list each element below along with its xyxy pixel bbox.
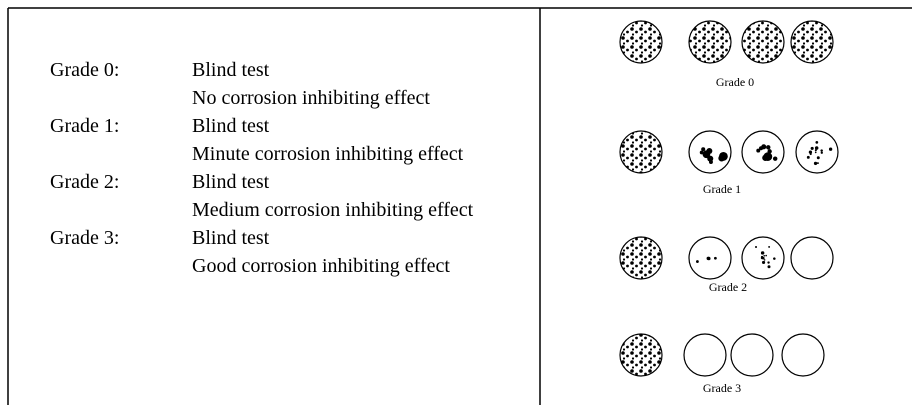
panel-mark bbox=[706, 148, 712, 154]
grade-image-label: Grade 3 bbox=[703, 382, 741, 394]
panel-mark bbox=[620, 131, 662, 173]
panel-mark bbox=[620, 334, 662, 376]
grade-description: Minute corrosion inhibiting effect bbox=[192, 144, 463, 164]
grade-description: Blind test bbox=[192, 116, 269, 136]
panel-mark bbox=[761, 251, 764, 254]
panel-mark bbox=[701, 147, 705, 151]
panel-mark bbox=[791, 237, 833, 279]
panel-mark bbox=[756, 149, 760, 153]
panel-mark bbox=[814, 162, 817, 165]
panel-mark bbox=[707, 257, 710, 260]
panel-mark bbox=[829, 148, 832, 151]
grade-description: Good corrosion inhibiting effect bbox=[192, 256, 450, 276]
panel-mark bbox=[817, 156, 820, 159]
grade-name: Grade 2: bbox=[50, 172, 119, 192]
panel-mark bbox=[755, 246, 757, 248]
panel-mark bbox=[696, 260, 699, 263]
panel-mark bbox=[817, 162, 819, 164]
grade-image-label: Grade 0 bbox=[716, 76, 754, 88]
panel-mark bbox=[684, 334, 726, 376]
panel-mark bbox=[709, 160, 713, 164]
grade-description: Medium corrosion inhibiting effect bbox=[192, 200, 473, 220]
panel-mark bbox=[773, 156, 777, 160]
panel-mark bbox=[742, 21, 784, 63]
panel-mark bbox=[768, 246, 770, 248]
grade-description: No corrosion inhibiting effect bbox=[192, 88, 430, 108]
panel-mark bbox=[767, 149, 771, 153]
panel-mark bbox=[766, 145, 770, 149]
panel-mark bbox=[742, 131, 784, 173]
panel-mark bbox=[719, 152, 728, 161]
panel-mark bbox=[763, 255, 765, 257]
panel-mark bbox=[620, 237, 662, 279]
panel-mark bbox=[815, 141, 818, 144]
grade-name: Grade 3: bbox=[50, 228, 119, 248]
panel-mark bbox=[761, 144, 766, 149]
panel-mark bbox=[791, 21, 833, 63]
grade-description: Blind test bbox=[192, 172, 269, 192]
panel-mark bbox=[762, 261, 765, 264]
panel-mark bbox=[689, 21, 731, 63]
panel-mark bbox=[807, 156, 810, 159]
panel-mark bbox=[764, 259, 766, 261]
grade-description: Blind test bbox=[192, 60, 269, 80]
panel-mark bbox=[810, 153, 812, 155]
panel-mark bbox=[767, 261, 769, 263]
panel-mark bbox=[620, 21, 662, 63]
page: Grade 0: Blind test No corrosion inhibitin… bbox=[0, 0, 915, 405]
panel-mark bbox=[821, 152, 823, 154]
grade-description: Blind test bbox=[192, 228, 269, 248]
panel-mark bbox=[820, 149, 822, 151]
panel-mark bbox=[761, 256, 763, 258]
panel-mark bbox=[811, 147, 814, 150]
panel-mark bbox=[773, 257, 776, 260]
grade-name: Grade 0: bbox=[50, 60, 119, 80]
panel-mark bbox=[714, 257, 717, 260]
grade-image-label: Grade 1 bbox=[703, 183, 741, 195]
panel-mark bbox=[765, 255, 767, 257]
grade-name: Grade 1: bbox=[50, 116, 119, 136]
panel-mark bbox=[815, 146, 819, 150]
panel-mark bbox=[767, 265, 770, 268]
panel-mark bbox=[815, 152, 817, 154]
panel-mark bbox=[731, 334, 773, 376]
panel-mark bbox=[762, 155, 768, 161]
grade-image-label: Grade 2 bbox=[709, 281, 747, 293]
panel-mark bbox=[796, 131, 838, 173]
panel-mark bbox=[782, 334, 824, 376]
